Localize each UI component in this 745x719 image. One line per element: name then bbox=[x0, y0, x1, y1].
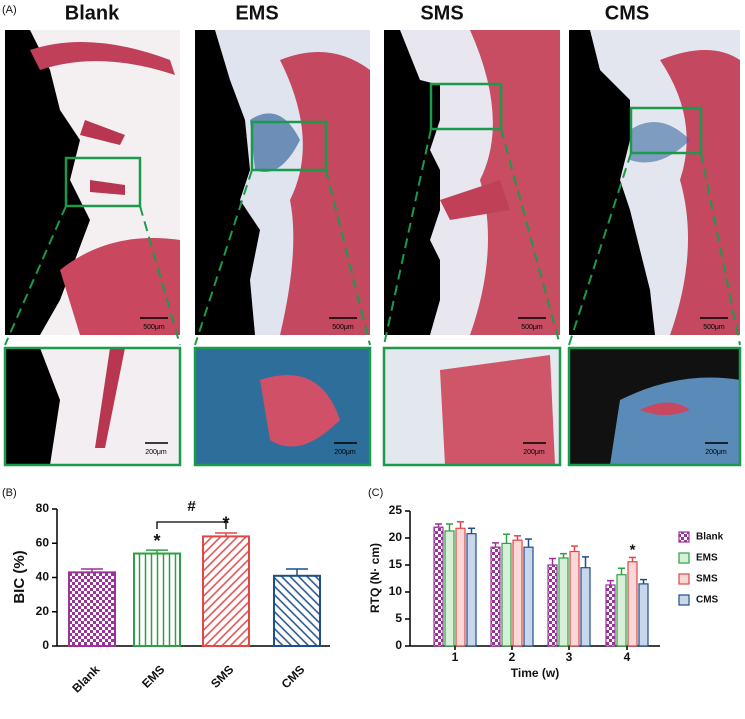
scale-label: 200μm bbox=[523, 449, 545, 456]
image-title: EMS bbox=[235, 2, 278, 24]
zoom-boxes bbox=[64, 82, 703, 208]
bar bbox=[616, 574, 627, 647]
y-tick-label: 20 bbox=[389, 530, 403, 544]
image-blank bbox=[5, 30, 180, 335]
image-ems bbox=[195, 30, 370, 335]
bar bbox=[627, 561, 638, 647]
y-tick-label: 20 bbox=[36, 604, 50, 618]
y-tick-label: 0 bbox=[42, 638, 49, 652]
bracket bbox=[156, 521, 227, 529]
scale-label: 500μm bbox=[332, 324, 354, 331]
bar bbox=[202, 535, 250, 648]
bar bbox=[444, 530, 455, 647]
bar bbox=[133, 552, 181, 648]
x-tick-label: 1 bbox=[452, 650, 459, 664]
bar bbox=[501, 542, 512, 647]
x-tick-label: 4 bbox=[624, 650, 631, 664]
x-tick-label: EMS bbox=[139, 662, 167, 690]
histology: 500μm 500μm 500μm 500μm 200μm 200μm 200μ… bbox=[3, 30, 742, 467]
panel-label: (C) bbox=[368, 487, 383, 499]
y-axis-label: RTQ (N· cm) bbox=[368, 543, 382, 613]
scale-label: 200μm bbox=[145, 449, 167, 456]
legend-swatch bbox=[678, 552, 690, 564]
scale-label: 500μm bbox=[143, 324, 165, 331]
image-cms bbox=[569, 30, 740, 335]
panel-label: (A) bbox=[2, 4, 17, 16]
legend-label: CMS bbox=[696, 595, 719, 606]
bar bbox=[580, 567, 591, 647]
y-axis-label: BIC (%) bbox=[11, 550, 28, 603]
y-tick-label: 10 bbox=[389, 584, 403, 598]
bar bbox=[490, 546, 501, 647]
image-title: CMS bbox=[605, 2, 649, 24]
y-tick-label: 0 bbox=[395, 638, 402, 652]
panel-label: (B) bbox=[2, 487, 17, 499]
annotation: * bbox=[630, 541, 636, 558]
bar bbox=[512, 539, 523, 647]
bar bbox=[558, 557, 569, 647]
annotation: * bbox=[153, 531, 160, 551]
image-title: Blank bbox=[65, 2, 120, 24]
scale-label: 200μm bbox=[334, 449, 356, 456]
scale-label: 500μm bbox=[703, 324, 725, 331]
legend-label: EMS bbox=[696, 553, 718, 564]
bar bbox=[273, 574, 321, 647]
bar bbox=[569, 550, 580, 647]
x-axis-label: Time (w) bbox=[511, 666, 559, 680]
y-tick-label: 40 bbox=[36, 570, 50, 584]
legend-swatch bbox=[678, 573, 690, 585]
legend-swatch bbox=[678, 594, 690, 606]
bar bbox=[455, 527, 466, 647]
zoom-lines bbox=[4, 128, 741, 346]
annotation: # bbox=[187, 498, 196, 515]
bar bbox=[68, 571, 116, 647]
bar bbox=[466, 533, 477, 647]
bar bbox=[638, 583, 649, 647]
bar bbox=[547, 564, 558, 647]
scale-label: 500μm bbox=[521, 324, 543, 331]
bar bbox=[523, 546, 534, 647]
zoom-images bbox=[5, 348, 740, 465]
y-tick-label: 80 bbox=[36, 501, 50, 515]
x-tick-label: 3 bbox=[566, 650, 573, 664]
y-tick-label: 5 bbox=[395, 611, 402, 625]
image-title: SMS bbox=[420, 2, 463, 24]
image-sms bbox=[384, 30, 560, 335]
x-tick-label: Blank bbox=[69, 662, 102, 695]
legend-label: Blank bbox=[696, 532, 724, 543]
y-tick-label: 15 bbox=[389, 557, 403, 571]
legend-swatch bbox=[678, 531, 690, 543]
x-tick-label: 2 bbox=[509, 650, 516, 664]
y-tick-label: 60 bbox=[36, 535, 50, 549]
scale-label: 200μm bbox=[705, 449, 727, 456]
bar bbox=[605, 584, 616, 647]
y-tick-label: 25 bbox=[389, 503, 403, 517]
legend-label: SMS bbox=[696, 574, 718, 585]
zoom-frames bbox=[3, 346, 742, 467]
bar bbox=[433, 526, 444, 647]
x-tick-label: SMS bbox=[208, 662, 236, 690]
x-tick-label: CMS bbox=[279, 662, 308, 691]
scale-bars bbox=[140, 317, 728, 444]
